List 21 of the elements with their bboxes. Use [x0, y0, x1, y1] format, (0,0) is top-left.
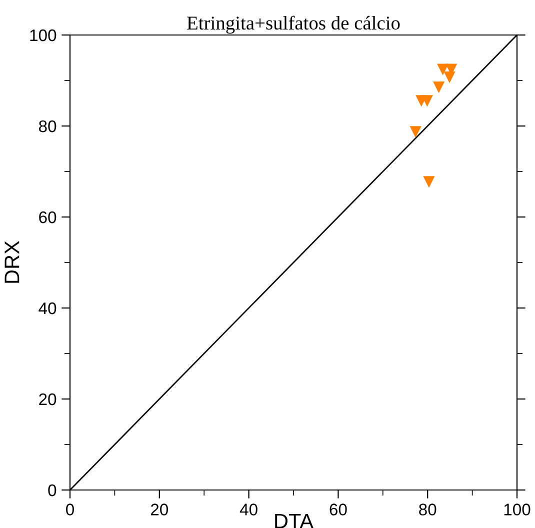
y-tick-label: 60 [39, 211, 56, 224]
x-tick-label: 40 [240, 504, 258, 516]
point [444, 72, 456, 84]
y-tick-label: 0 [48, 484, 56, 496]
point [436, 64, 449, 76]
point [421, 95, 433, 107]
x-tick-label: 0 [66, 504, 74, 516]
point [423, 176, 435, 188]
y-tick-label: 100 [30, 29, 56, 42]
y-tick-label: 80 [38, 120, 56, 132]
x-axis-title: DTA [275, 514, 314, 528]
y-axis-title: DRX [4, 240, 20, 283]
y-tick-label: 40 [38, 302, 56, 314]
point [432, 82, 445, 94]
x-tick-label: 60 [330, 504, 347, 516]
x-tick-label: 20 [150, 504, 168, 516]
point [410, 126, 422, 138]
y-tick-label: 20 [39, 393, 56, 406]
chart-title: Etringita+sulfatos de cálcio [187, 16, 400, 34]
x-tick-label: 100 [504, 504, 530, 516]
x-tick-label: 80 [419, 504, 436, 516]
